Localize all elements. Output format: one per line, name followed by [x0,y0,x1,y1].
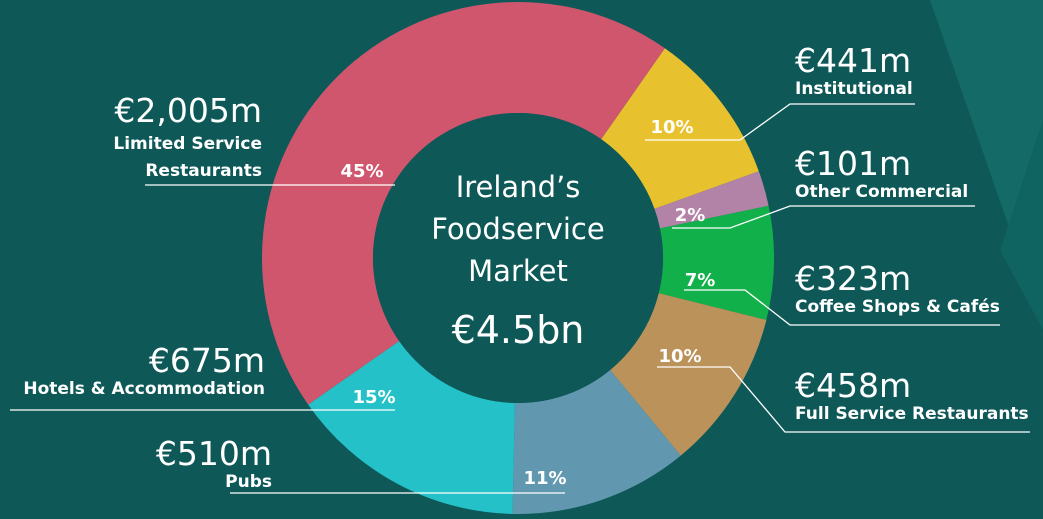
category-label: Other Commercial [795,182,969,202]
center-title: Foodservice [431,212,604,246]
percentage-label: 45% [340,161,383,182]
segment-label: €458m Full Service Restaurants [795,369,1029,423]
segment-label: €2,005m Limited Service Restaurants [92,94,262,185]
total-label: €4.5bn [452,308,585,352]
leader-line [657,366,1030,433]
amount-label: €675m [148,341,265,380]
category-label: Coffee Shops & Cafés [795,297,1000,317]
donut-segment [654,171,769,229]
percentage-label: 2% [675,205,706,226]
donut-segment [261,1,665,405]
percentage-label: 11% [523,468,566,489]
category-label: Hotels & Accommodation [23,379,265,399]
donut-segment [658,205,774,320]
percentage-label: 15% [352,387,395,408]
amount-label: €323m [795,259,912,298]
donut-segment [512,369,681,514]
amount-label: €441m [795,41,912,80]
segment-label: €323m Coffee Shops & Cafés [795,262,1000,316]
category-label: Full Service Restaurants [795,404,1029,424]
percentage-label: 7% [685,270,716,291]
segment-label: €441m Institutional [795,44,913,98]
category-label: Pubs [225,472,272,492]
segment-label: €101m Other Commercial [795,147,968,201]
category-label: Institutional [795,79,913,99]
leader-line [684,289,1000,326]
amount-label: €2,005m [114,91,262,130]
amount-label: €101m [795,144,912,183]
donut-segment [308,341,515,514]
donut-hole [373,113,663,403]
background-shape [1000,120,1043,330]
amount-label: €510m [155,434,272,473]
center-title: Market [468,254,568,288]
leader-line [645,103,915,141]
category-label: Limited Service Restaurants [113,134,262,181]
center-title: Ireland’s [456,170,581,204]
percentage-label: 10% [650,117,693,138]
donut-segment [601,48,759,209]
donut-segment [610,293,767,456]
percentage-label: 10% [658,346,701,367]
segment-label: €675m Hotels & Accommodation [23,344,265,398]
leader-line [672,205,975,229]
segment-label: €510m Pubs [156,437,272,491]
amount-label: €458m [795,366,912,405]
